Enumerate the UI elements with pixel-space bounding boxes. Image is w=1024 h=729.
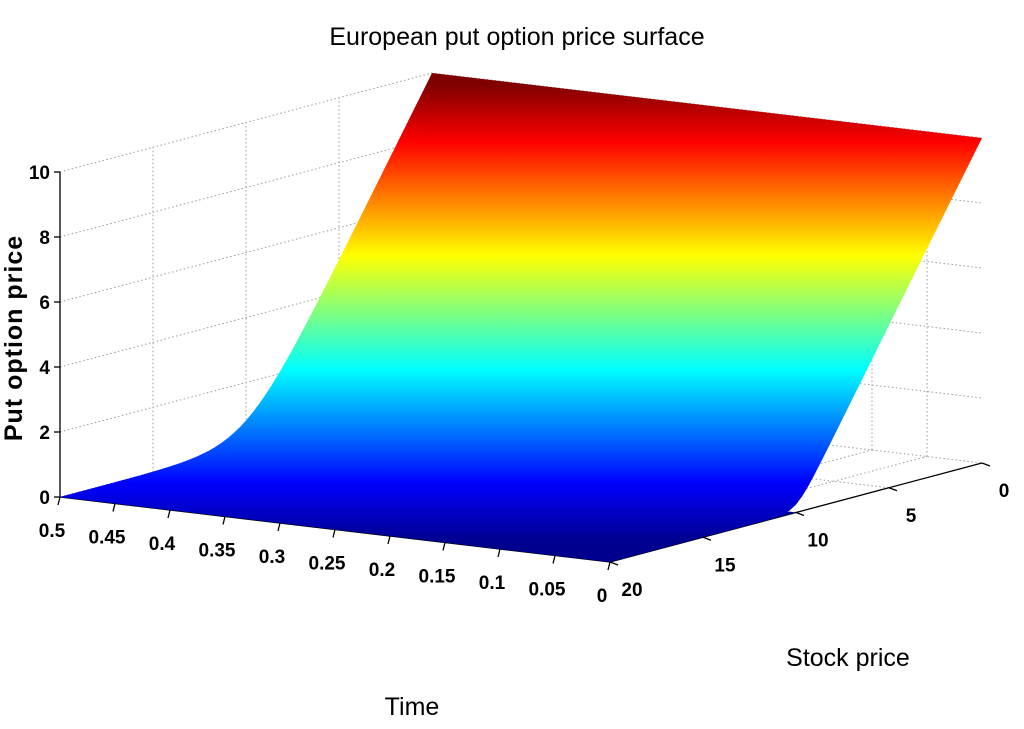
time-tick-label: 0.3	[259, 547, 285, 568]
stock-tick-label: 10	[807, 531, 828, 552]
price-tick-label: 10	[29, 163, 50, 184]
price-tick-label: 4	[39, 358, 50, 379]
stock-tick-label: 0	[999, 481, 1010, 502]
time-tick-mark	[607, 561, 611, 571]
time-tick-mark	[552, 555, 556, 564]
stock-tick-mark	[795, 511, 805, 517]
price-tick-label: 0	[39, 488, 50, 509]
stock-tick-mark	[888, 487, 898, 492]
time-tick-mark	[167, 509, 171, 519]
stock-tick-label: 15	[714, 555, 736, 576]
stock-tick-labels: 20 15 10 5 0	[609, 462, 1010, 601]
stock-axis-label: Stock price	[786, 644, 910, 672]
time-tick-label: 0	[597, 586, 608, 607]
time-tick-mark	[387, 535, 391, 545]
time-tick-label: 0.1	[479, 573, 506, 594]
time-tick-label: 0.15	[419, 567, 456, 588]
time-axis-label: Time	[385, 693, 440, 721]
price-tick-labels: 0 2 4 6 8 10	[29, 163, 60, 509]
time-tick-mark	[277, 522, 281, 532]
time-tick-mark	[222, 516, 226, 525]
price-tick-label: 2	[39, 423, 50, 444]
stock-tick-mark	[609, 561, 619, 566]
time-tick-mark	[442, 542, 446, 551]
time-tick-label: 0.35	[199, 541, 236, 562]
time-tick-mark	[112, 503, 116, 512]
surface-slope	[60, 73, 982, 562]
time-tick-label: 0.05	[529, 580, 566, 601]
stock-tick-mark	[981, 462, 991, 467]
time-tick-label: 0.45	[89, 528, 126, 549]
time-tick-label: 0.5	[39, 521, 66, 542]
stock-tick-label: 5	[906, 506, 917, 527]
price-tick-label: 8	[39, 228, 50, 249]
stock-tick-mark	[702, 536, 712, 541]
time-tick-labels: 0.5 0.45 0.4 0.35 0.3 0.25 0.2 0.15 0.1 0.05 0	[39, 496, 611, 607]
stock-tick-label: 20	[621, 580, 642, 601]
price-tick-label: 6	[39, 293, 50, 314]
z-axis-label: Put option price	[0, 235, 28, 441]
time-tick-mark	[497, 548, 501, 558]
time-tick-label: 0.2	[369, 560, 395, 581]
time-tick-label: 0.4	[149, 534, 176, 555]
time-tick-label: 0.25	[309, 554, 346, 575]
time-tick-mark	[332, 529, 336, 538]
time-tick-mark	[57, 496, 61, 506]
chart-title: European put option price surface	[329, 23, 704, 51]
